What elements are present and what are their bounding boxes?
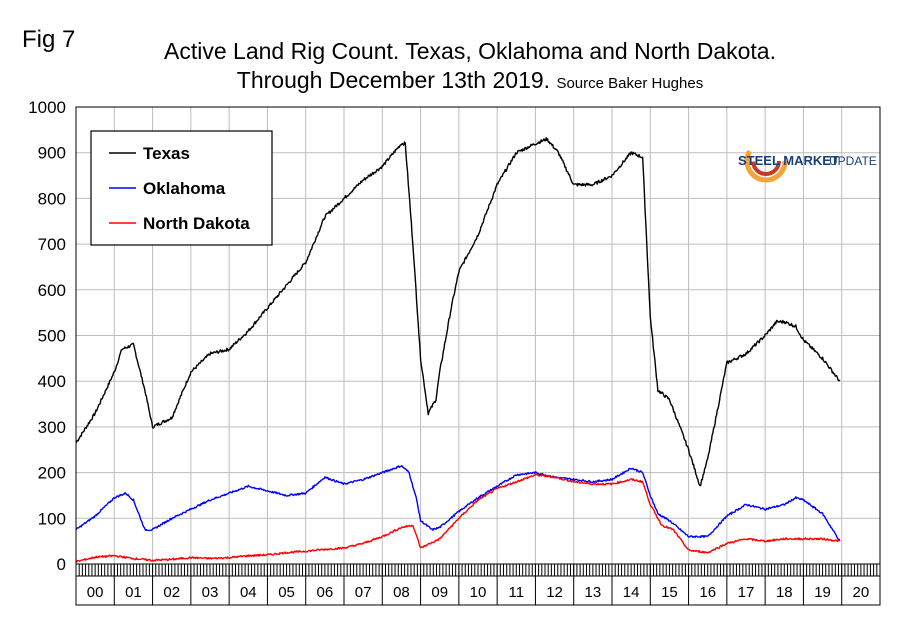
steel-market-update-logo: STEEL MARKET UPDATE [736, 137, 886, 187]
chart-source: Source Baker Hughes [556, 75, 704, 92]
x-tick-label: 16 [699, 584, 716, 601]
y-tick-label: 700 [38, 235, 66, 254]
x-tick-label: 04 [240, 584, 257, 601]
plot-border [75, 106, 881, 606]
logo-text-1: STEEL MARKET [738, 153, 839, 168]
y-tick-label: 300 [38, 418, 66, 437]
figure-label: Fig 7 [22, 26, 76, 53]
x-tick-label: 00 [87, 584, 104, 601]
y-tick-label: 200 [38, 464, 66, 483]
x-tick-label: 02 [163, 584, 180, 601]
x-tick-label: 05 [278, 584, 295, 601]
logo-swirl-icon: STEEL MARKET UPDATE [738, 139, 877, 183]
legend-label: Oklahoma [143, 179, 226, 198]
y-tick-label: 400 [38, 372, 66, 391]
series-lines [75, 137, 841, 563]
x-tick-label: 19 [814, 584, 831, 601]
series-line-oklahoma [75, 465, 841, 542]
y-tick-label: 1000 [28, 98, 66, 117]
x-tick-label: 15 [661, 584, 678, 601]
x-tick-label: 18 [776, 584, 793, 601]
chart-title: Active Land Rig Count. Texas, Oklahoma a… [164, 38, 776, 64]
chart-subtitle-line: Through December 13th 2019. Source Baker… [100, 67, 840, 94]
x-tick-label: 06 [317, 584, 334, 601]
x-tick-label: 01 [125, 584, 142, 601]
chart-subtitle: Through December 13th 2019. [236, 67, 551, 93]
x-tick-label: 14 [623, 584, 640, 601]
y-tick-label: 500 [38, 327, 66, 346]
x-tick-label: 12 [546, 584, 563, 601]
y-tick-label: 600 [38, 281, 66, 300]
y-tick-label: 800 [38, 189, 66, 208]
y-tick-label: 100 [38, 509, 66, 528]
y-tick-label: 900 [38, 144, 66, 163]
plot-frame [75, 106, 881, 606]
x-tick-label: 03 [202, 584, 219, 601]
series-line-texas [75, 137, 841, 487]
x-month-ticks [75, 564, 881, 576]
x-tick-label: 09 [431, 584, 448, 601]
x-tick-label: 13 [585, 584, 602, 601]
x-tick-label: 20 [853, 584, 870, 601]
x-tick-label: 10 [470, 584, 487, 601]
legend-label: North Dakota [143, 214, 250, 233]
x-tick-label: 17 [738, 584, 755, 601]
x-tick-label: 08 [393, 584, 410, 601]
logo-text-2: UPDATE [829, 154, 877, 168]
legend: Texas Oklahoma North Dakota [90, 130, 273, 246]
series-line-north-dakota [75, 473, 841, 563]
legend-label: Texas [143, 144, 190, 163]
y-tick-label: 0 [57, 555, 66, 574]
x-tick-label: 11 [508, 584, 524, 601]
axis-ticks: 0 100 200 300 400 500 600 700 800 900 1000 00 01 02 03… [28, 98, 881, 605]
x-tick-label: 07 [355, 584, 372, 601]
